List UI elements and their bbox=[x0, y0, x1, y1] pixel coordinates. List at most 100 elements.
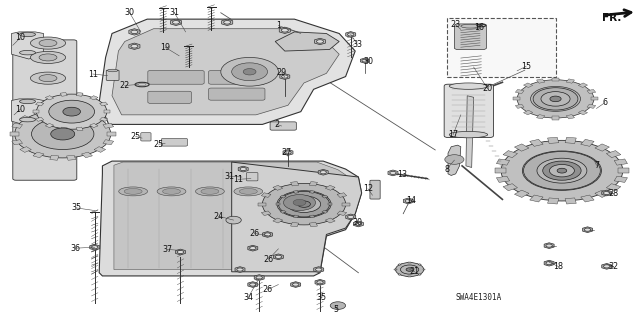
Polygon shape bbox=[60, 127, 67, 131]
Polygon shape bbox=[418, 274, 421, 275]
Polygon shape bbox=[45, 123, 54, 128]
Bar bbox=[447, 18, 556, 77]
Polygon shape bbox=[398, 264, 401, 265]
Polygon shape bbox=[530, 139, 543, 146]
Polygon shape bbox=[81, 152, 92, 158]
Ellipse shape bbox=[157, 187, 186, 196]
Polygon shape bbox=[591, 97, 598, 100]
FancyBboxPatch shape bbox=[270, 122, 296, 130]
Polygon shape bbox=[293, 215, 299, 218]
Text: 31: 31 bbox=[224, 172, 234, 181]
Circle shape bbox=[285, 151, 291, 154]
Circle shape bbox=[552, 166, 572, 175]
Ellipse shape bbox=[19, 99, 35, 104]
Polygon shape bbox=[552, 78, 559, 81]
Polygon shape bbox=[175, 249, 186, 255]
Circle shape bbox=[287, 196, 321, 212]
Polygon shape bbox=[582, 227, 593, 233]
Polygon shape bbox=[394, 269, 397, 270]
Circle shape bbox=[522, 151, 602, 190]
Polygon shape bbox=[273, 254, 284, 260]
Text: 10: 10 bbox=[15, 105, 26, 114]
Circle shape bbox=[131, 44, 138, 48]
Polygon shape bbox=[114, 162, 352, 270]
FancyBboxPatch shape bbox=[161, 138, 188, 146]
Circle shape bbox=[401, 265, 419, 274]
FancyBboxPatch shape bbox=[370, 180, 380, 199]
Text: 10: 10 bbox=[15, 33, 26, 42]
Polygon shape bbox=[36, 102, 44, 106]
Circle shape bbox=[362, 59, 367, 62]
Circle shape bbox=[226, 216, 241, 224]
Polygon shape bbox=[261, 193, 271, 197]
Polygon shape bbox=[536, 79, 545, 83]
Polygon shape bbox=[275, 32, 339, 51]
Ellipse shape bbox=[449, 83, 488, 89]
Polygon shape bbox=[33, 110, 44, 116]
Circle shape bbox=[173, 20, 179, 24]
Polygon shape bbox=[12, 123, 22, 128]
Polygon shape bbox=[67, 108, 76, 113]
Circle shape bbox=[537, 158, 587, 183]
Polygon shape bbox=[565, 198, 576, 204]
Circle shape bbox=[546, 244, 552, 247]
FancyBboxPatch shape bbox=[148, 70, 204, 84]
Ellipse shape bbox=[31, 51, 65, 63]
Polygon shape bbox=[566, 115, 575, 119]
Ellipse shape bbox=[19, 32, 35, 37]
Polygon shape bbox=[273, 185, 283, 190]
Polygon shape bbox=[595, 144, 609, 151]
Polygon shape bbox=[337, 193, 347, 197]
Ellipse shape bbox=[124, 189, 142, 194]
Text: 23: 23 bbox=[451, 20, 461, 29]
FancyBboxPatch shape bbox=[246, 173, 258, 181]
Polygon shape bbox=[524, 110, 532, 115]
Polygon shape bbox=[325, 218, 335, 223]
Polygon shape bbox=[544, 260, 554, 266]
FancyBboxPatch shape bbox=[141, 133, 151, 141]
Polygon shape bbox=[388, 170, 398, 176]
Text: 32: 32 bbox=[608, 262, 618, 271]
Polygon shape bbox=[314, 38, 326, 45]
Text: 6: 6 bbox=[602, 98, 607, 107]
Polygon shape bbox=[422, 269, 425, 270]
Text: 13: 13 bbox=[397, 170, 407, 179]
Circle shape bbox=[237, 268, 243, 271]
Text: 14: 14 bbox=[406, 196, 416, 205]
Circle shape bbox=[541, 92, 570, 106]
Polygon shape bbox=[548, 198, 559, 204]
Polygon shape bbox=[33, 110, 39, 113]
Text: SWA4E1301A: SWA4E1301A bbox=[456, 293, 502, 302]
Polygon shape bbox=[353, 221, 364, 227]
Polygon shape bbox=[602, 190, 612, 196]
Polygon shape bbox=[103, 123, 114, 128]
Circle shape bbox=[501, 140, 623, 201]
Text: 36: 36 bbox=[70, 244, 81, 253]
FancyBboxPatch shape bbox=[209, 70, 265, 84]
FancyBboxPatch shape bbox=[209, 88, 265, 100]
Circle shape bbox=[264, 233, 271, 236]
Polygon shape bbox=[238, 166, 248, 172]
Polygon shape bbox=[107, 132, 115, 136]
Polygon shape bbox=[515, 190, 529, 197]
Circle shape bbox=[348, 215, 354, 219]
Polygon shape bbox=[315, 279, 325, 285]
Polygon shape bbox=[602, 263, 612, 269]
Ellipse shape bbox=[239, 189, 257, 194]
Polygon shape bbox=[565, 137, 576, 144]
Polygon shape bbox=[280, 195, 286, 198]
Ellipse shape bbox=[119, 187, 148, 196]
Polygon shape bbox=[60, 93, 67, 96]
Polygon shape bbox=[314, 267, 324, 272]
Circle shape bbox=[445, 155, 464, 164]
Polygon shape bbox=[503, 151, 518, 158]
FancyBboxPatch shape bbox=[444, 84, 493, 137]
FancyBboxPatch shape bbox=[106, 70, 119, 80]
Polygon shape bbox=[276, 203, 280, 205]
FancyBboxPatch shape bbox=[148, 91, 191, 103]
Ellipse shape bbox=[201, 189, 219, 194]
Polygon shape bbox=[76, 93, 83, 96]
Ellipse shape bbox=[138, 83, 146, 86]
Text: 25: 25 bbox=[154, 140, 164, 149]
Polygon shape bbox=[293, 190, 299, 193]
